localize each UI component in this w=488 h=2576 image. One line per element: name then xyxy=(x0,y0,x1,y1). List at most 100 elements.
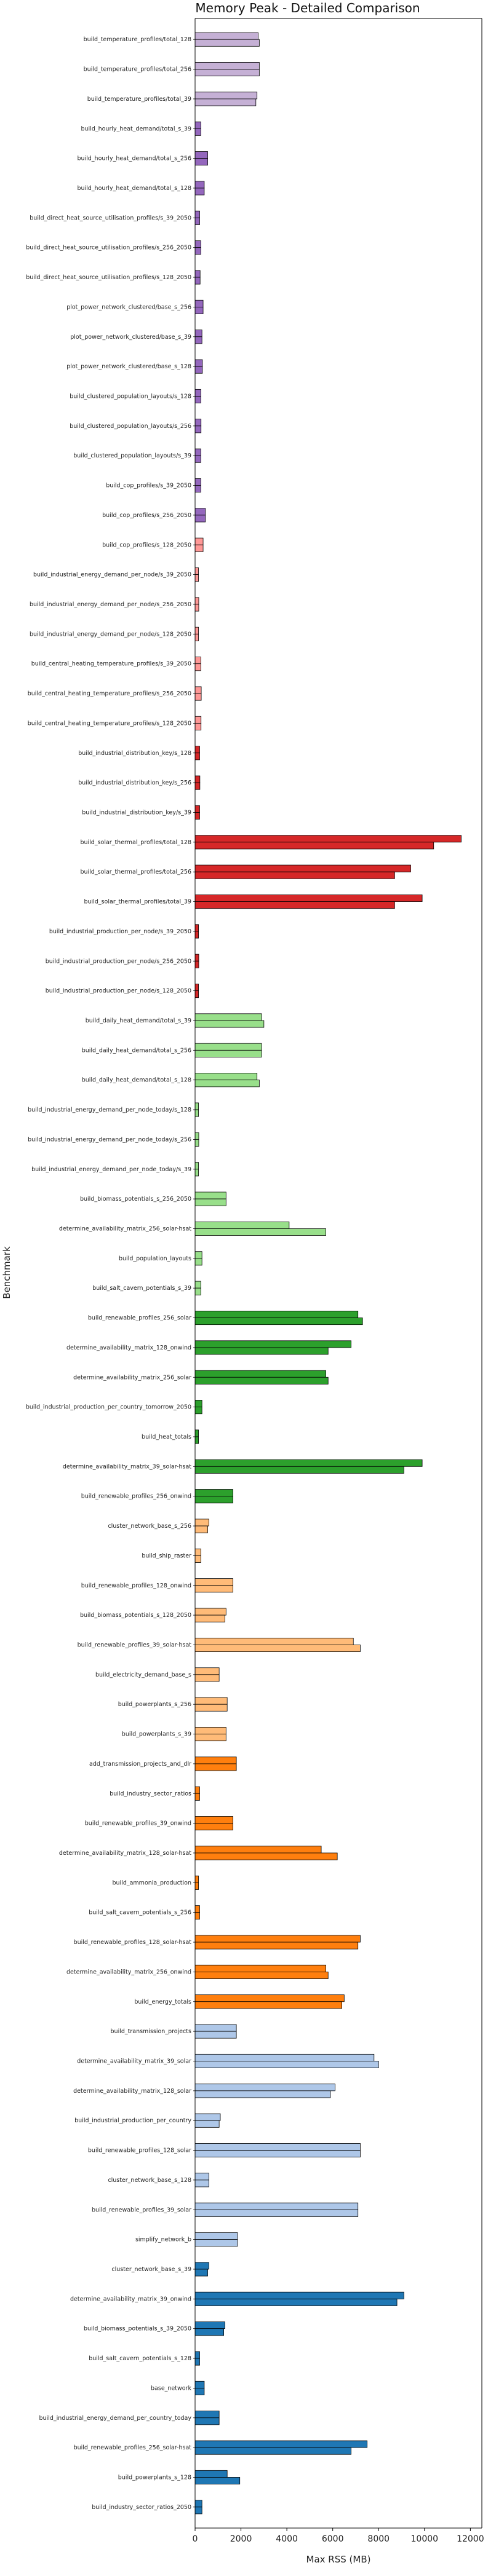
category-label: determine_availability_matrix_256_solar xyxy=(73,1374,191,1381)
bar-33-run-2 xyxy=(194,1020,265,1028)
bar-11-run-2 xyxy=(194,366,203,374)
bar-7-run-2 xyxy=(194,247,201,255)
category-label: build_daily_heat_demand/total_s_39 xyxy=(86,1017,191,1024)
bar-34-run-1 xyxy=(194,1043,262,1051)
bar-71-run-2 xyxy=(194,2150,361,2158)
category-label: build_temperature_profiles/total_256 xyxy=(84,66,191,73)
bar-45-run-1 xyxy=(194,1370,326,1378)
bar-36-run-1 xyxy=(194,1102,199,1110)
category-label: build_industrial_production_per_node/s_1… xyxy=(46,988,191,995)
category-label: build_powerplants_s_128 xyxy=(118,2474,191,2481)
bar-76-run-1 xyxy=(194,2291,404,2299)
bar-31-run-2 xyxy=(194,960,199,968)
bars-layer xyxy=(194,32,462,2515)
category-label: build_solar_thermal_profiles/total_39 xyxy=(84,899,191,906)
bar-8-run-1 xyxy=(194,270,201,278)
bar-20-run-2 xyxy=(194,633,199,641)
bar-18-run-2 xyxy=(194,574,199,582)
bar-69-run-2 xyxy=(194,2090,331,2098)
category-label: build_biomass_potentials_s_256_2050 xyxy=(80,1196,191,1203)
bar-40-run-2 xyxy=(194,1228,326,1236)
bar-12-run-2 xyxy=(194,396,201,403)
category-label: cluster_network_base_s_39 xyxy=(111,2266,191,2273)
bar-28-run-2 xyxy=(194,871,395,879)
x-tick-label: 4000 xyxy=(276,2534,298,2544)
bar-83-run-1 xyxy=(194,2500,202,2508)
bar-11-run-1 xyxy=(194,359,203,367)
category-label: build_powerplants_s_39 xyxy=(122,1731,191,1738)
bar-4-run-1 xyxy=(194,151,208,159)
bar-75-run-2 xyxy=(194,2269,208,2277)
bar-59-run-2 xyxy=(194,1793,200,1801)
bar-0-run-1 xyxy=(194,32,258,40)
bar-9-run-2 xyxy=(194,306,204,314)
bar-79-run-1 xyxy=(194,2380,205,2388)
bar-75-run-1 xyxy=(194,2262,209,2270)
bar-44-run-2 xyxy=(194,1347,329,1355)
bar-7-run-1 xyxy=(194,240,201,248)
bar-41-run-2 xyxy=(194,1258,202,1266)
category-label: build_renewable_profiles_128_onwind xyxy=(81,1582,191,1589)
bar-45-run-2 xyxy=(194,1377,329,1385)
category-label: determine_availability_matrix_128_solar-… xyxy=(59,1850,191,1857)
bar-66-run-1 xyxy=(194,1994,345,2002)
bar-77-run-2 xyxy=(194,2328,224,2336)
x-axis-title: Max RSS (MB) xyxy=(306,2554,371,2565)
bar-37-run-1 xyxy=(194,1132,199,1140)
category-label: build_hourly_heat_demand/total_s_256 xyxy=(77,156,191,162)
category-label: cluster_network_base_s_256 xyxy=(108,1523,191,1530)
bar-16-run-1 xyxy=(194,508,206,516)
category-label: build_hourly_heat_demand/total_s_128 xyxy=(77,185,191,192)
x-tick-label: 10000 xyxy=(411,2534,439,2544)
bar-65-run-2 xyxy=(194,1971,329,1979)
bar-68-run-1 xyxy=(194,2053,375,2061)
category-label: build_ammonia_production xyxy=(113,1879,192,1886)
category-label: build_central_heating_temperature_profil… xyxy=(31,661,191,668)
category-label: simplify_network_b xyxy=(135,2237,191,2243)
bar-2-run-1 xyxy=(194,92,258,100)
bar-42-run-2 xyxy=(194,1287,201,1295)
category-label: build_industrial_energy_demand_per_node_… xyxy=(31,1166,191,1173)
category-label: determine_availability_matrix_256_solar-… xyxy=(59,1225,191,1232)
bar-6-run-1 xyxy=(194,210,200,218)
bar-14-run-2 xyxy=(194,455,201,463)
bar-25-run-2 xyxy=(194,782,201,790)
bar-62-run-1 xyxy=(194,1875,199,1883)
category-label: build_powerplants_s_256 xyxy=(118,1701,191,1708)
category-label: build_direct_heat_source_utilisation_pro… xyxy=(26,245,191,251)
bar-24-run-2 xyxy=(194,753,200,761)
bar-10-run-1 xyxy=(194,330,202,338)
category-label: build_electricity_demand_base_s xyxy=(95,1672,191,1678)
category-label: build_biomass_potentials_s_39_2050 xyxy=(84,2326,191,2333)
bar-52-run-1 xyxy=(194,1578,233,1586)
bar-20-run-1 xyxy=(194,626,199,634)
category-label: determine_availability_matrix_39_solar-h… xyxy=(63,1463,191,1470)
bar-70-run-1 xyxy=(194,2113,221,2121)
axes xyxy=(194,18,482,2529)
bar-21-run-1 xyxy=(194,657,201,665)
bar-31-run-1 xyxy=(194,954,199,962)
bar-57-run-2 xyxy=(194,1734,226,1742)
bar-32-run-1 xyxy=(194,984,199,992)
category-label: build_industrial_distribution_key/s_39 xyxy=(82,809,191,816)
category-label: cluster_network_base_s_128 xyxy=(108,2177,191,2184)
bar-68-run-2 xyxy=(194,2061,379,2068)
bar-37-run-2 xyxy=(194,1139,199,1147)
x-tick-label: 2000 xyxy=(230,2534,252,2544)
bar-41-run-1 xyxy=(194,1251,202,1259)
bar-82-run-2 xyxy=(194,2477,241,2484)
bar-6-run-2 xyxy=(194,217,200,225)
bar-58-run-1 xyxy=(194,1756,237,1764)
bar-22-run-2 xyxy=(194,693,202,701)
category-label: build_direct_heat_source_utilisation_pro… xyxy=(26,274,191,281)
bar-80-run-2 xyxy=(194,2417,220,2425)
bar-78-run-1 xyxy=(194,2351,200,2359)
bar-12-run-1 xyxy=(194,389,201,397)
category-label: build_industrial_production_per_country_… xyxy=(26,1404,191,1411)
bar-77-run-1 xyxy=(194,2321,225,2329)
category-label: build_population_layouts xyxy=(119,1255,191,1262)
category-label: build_renewable_profiles_128_solar xyxy=(88,2147,191,2154)
category-label: build_direct_heat_source_utilisation_pro… xyxy=(30,215,191,221)
bar-50-run-1 xyxy=(194,1519,209,1527)
bar-32-run-2 xyxy=(194,990,199,998)
